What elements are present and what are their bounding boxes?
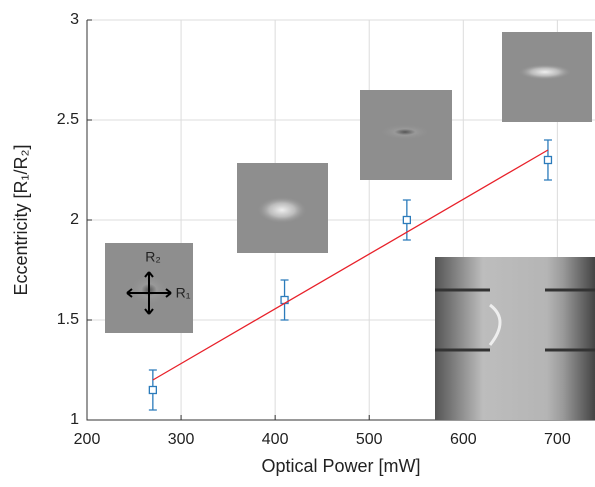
y-tick-label: 2 xyxy=(70,211,79,228)
annotation: R₁ xyxy=(176,285,191,301)
axis-arrows xyxy=(126,271,172,315)
x-tick-label: 400 xyxy=(262,431,289,448)
particle xyxy=(375,123,435,141)
x-axis-label: Optical Power [mW] xyxy=(261,456,420,476)
marker xyxy=(148,385,158,395)
particle xyxy=(256,196,308,224)
x-tick-label: 600 xyxy=(450,431,477,448)
marker xyxy=(402,215,412,225)
channel-edges xyxy=(435,288,595,352)
data xyxy=(148,139,553,411)
y-tick-label: 1.5 xyxy=(57,311,79,328)
meniscus xyxy=(488,303,502,346)
x-tick-label: 700 xyxy=(544,431,571,448)
axis-line xyxy=(86,20,595,421)
x-tick-label: 500 xyxy=(356,431,383,448)
y-tick-label: 3 xyxy=(70,11,79,28)
microscope-image xyxy=(435,257,595,420)
marker xyxy=(543,155,553,165)
y-tick-label: 2.5 xyxy=(57,111,79,128)
particle xyxy=(517,64,573,80)
y-tick-label: 1 xyxy=(70,411,79,428)
inset-images xyxy=(105,32,595,420)
annotation: R₂ xyxy=(145,249,161,265)
x-tick-label: 200 xyxy=(74,431,101,448)
x-tick-label: 300 xyxy=(168,431,195,448)
y-axis-label: Eccentricity [R₁/R₂] xyxy=(11,144,31,295)
fit-line xyxy=(152,149,549,381)
